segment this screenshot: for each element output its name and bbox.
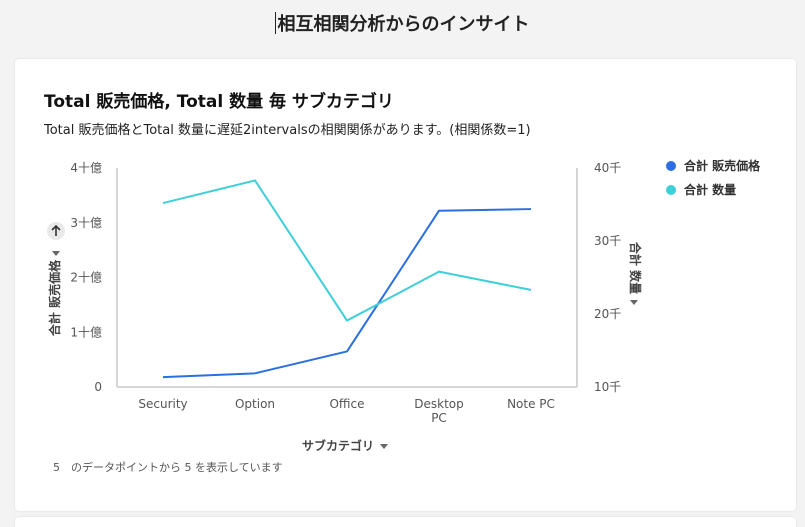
y-tick-label: 0 — [94, 380, 102, 394]
y-tick-label: 2十億 — [70, 271, 102, 285]
y-axis-title[interactable]: 合計 販売価格 — [47, 259, 62, 336]
chart-subtitle: Total 販売価格とTotal 数量に遅延2intervalsの相関関係があり… — [44, 123, 531, 138]
legend-marker — [666, 185, 676, 195]
legend-marker — [666, 161, 676, 171]
y2-tick-label: 40千 — [594, 161, 621, 175]
x-tick-label: Security — [138, 397, 187, 411]
page-title: 相互相関分析からのインサイト — [0, 10, 805, 36]
y2-axis-dropdown-icon[interactable] — [630, 300, 638, 305]
legend-label[interactable]: 合計 数量 — [684, 182, 736, 197]
x-tick-label: Desktop PC — [414, 397, 464, 425]
x-axis-title[interactable]: サブカテゴリ — [302, 438, 374, 453]
y2-tick-label: 10千 — [594, 380, 621, 394]
y-tick-label: 3十億 — [70, 216, 102, 230]
x-tick-label: Note PC — [507, 397, 555, 411]
chart-title: Total 販売価格, Total 数量 毎 サブカテゴリ — [44, 92, 394, 112]
x-tick-label: Office — [329, 397, 364, 411]
y-axis-dropdown-icon[interactable] — [52, 251, 60, 256]
legend-label[interactable]: 合計 販売価格 — [684, 158, 761, 173]
insight-card: Total 販売価格, Total 数量 毎 サブカテゴリ Total 販売価格… — [15, 59, 796, 511]
series-line-2 — [162, 179, 532, 322]
next-card-edge — [15, 517, 796, 527]
y2-tick-label: 20千 — [594, 307, 621, 321]
x-axis-dropdown-icon[interactable] — [380, 444, 388, 449]
arrow-up-icon — [51, 224, 61, 236]
text-cursor — [274, 12, 276, 34]
series-line-1 — [162, 208, 532, 379]
x-tick-label: Option — [235, 397, 275, 411]
datapoint-count-text: 5 のデータポイントから 5 を表示しています — [53, 461, 283, 474]
y-tick-label: 4十億 — [70, 161, 102, 175]
y2-tick-label: 30千 — [594, 234, 621, 248]
page-title-text: 相互相関分析からのインサイト — [277, 14, 530, 35]
y-tick-label: 1十億 — [70, 325, 102, 339]
y2-axis-title[interactable]: 合計 数量 — [628, 242, 643, 294]
